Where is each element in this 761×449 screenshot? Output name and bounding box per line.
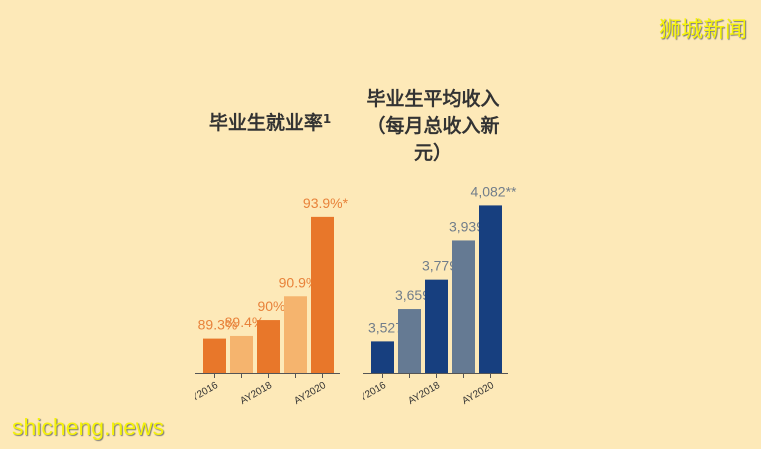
- data-label: 93.9%*: [303, 195, 349, 211]
- bar: [230, 335, 253, 373]
- title-line: （每月总收入新: [366, 115, 500, 137]
- watermark-logo-top: 狮城新闻: [658, 18, 747, 43]
- bar: [398, 309, 421, 373]
- watermark-logo-bottom: shicheng.news: [12, 414, 165, 440]
- bar: [452, 240, 475, 373]
- x-tick-label: AY2018: [406, 380, 442, 407]
- bar: [479, 205, 502, 373]
- title-line: 元）: [413, 142, 452, 164]
- x-tick-label: AY2016: [195, 380, 220, 407]
- bar: [257, 320, 280, 373]
- bar: [284, 296, 307, 373]
- data-label: 90%: [257, 298, 285, 314]
- x-tick-label: AY2020: [460, 380, 496, 407]
- income-chart: 3,527 AY2016 3,659 3,779 AY2018 3,939 4,082** A…: [363, 183, 517, 407]
- title-line: 毕业生平均收入: [366, 88, 500, 110]
- chart-title-income: 毕业生平均收入 （每月总收入新 元）: [358, 86, 508, 167]
- x-tick-label: AY2018: [238, 380, 274, 407]
- data-label: 3,527: [368, 319, 403, 335]
- bar: [203, 338, 226, 373]
- data-label: 90.9%: [279, 274, 319, 290]
- bar: [311, 216, 334, 373]
- data-label: 4,082**: [471, 183, 517, 199]
- bar: [371, 341, 394, 373]
- data-label: 3,659: [395, 287, 430, 303]
- data-label: 89.4%: [225, 314, 265, 330]
- bar: [425, 279, 448, 373]
- data-label: 3,939: [449, 218, 484, 234]
- data-label: 89.3%: [198, 317, 238, 333]
- data-label: 3,779: [422, 258, 457, 274]
- employment-rate-chart: 89.3% AY2016 89.4%90% AY2018 90.9% 93.9%* AY20…: [195, 195, 349, 407]
- chart-title-employment: 毕业生就业率1: [208, 112, 332, 134]
- x-tick-label: AY2020: [292, 380, 328, 407]
- footnote-marker: 1: [322, 112, 332, 126]
- x-tick-label: AY2016: [363, 380, 388, 407]
